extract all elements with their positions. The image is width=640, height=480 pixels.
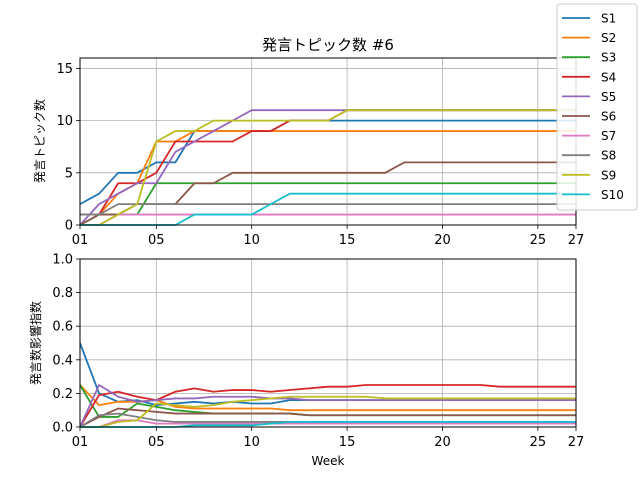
legend-label-s10: S10 [601,188,624,202]
influence-index-chart: 01 05 10 15 20 25 27 0.0 0.2 0.4 0.6 0.8 1.0 Week 発… [28,253,584,469]
top-chart-title: 発言トピック数 #6 [262,36,394,54]
bottom-y-tick-label: 0.4 [52,353,73,368]
bottom-series-lines [79,342,576,428]
bottom-series-line-s2 [79,384,576,412]
bottom-series-line-s7 [80,419,576,428]
legend-label-s8: S8 [601,149,616,163]
top-y-axis-title: 発言トピック数 [32,99,47,183]
legend-label-s4: S4 [601,70,616,84]
bottom-x-tick-label: 01 [72,435,89,450]
legend: S1 S2 S3 S4 S5 S6 S7 S8 S9 S10 [556,3,638,211]
bottom-x-tick-label: 05 [148,435,165,450]
top-series-line-s9 [80,109,576,226]
top-y-ticks: 0 5 10 15 [56,62,80,234]
top-y-tick-label: 15 [56,62,73,77]
bottom-x-tick-label: 15 [339,435,356,450]
top-x-tick-label: 25 [530,233,547,248]
top-series-line-s7 [80,213,576,226]
top-series-line-s2 [80,130,576,216]
bottom-x-ticks: 01 05 10 15 20 25 27 [72,427,585,450]
top-series-line-s3 [79,182,576,226]
top-x-ticks: 01 05 10 15 20 25 27 [72,225,585,248]
top-x-tick-label: 20 [434,233,451,248]
bottom-x-tick-label: 25 [530,435,547,450]
legend-label-s9: S9 [601,168,616,182]
top-x-tick-label: 15 [339,233,356,248]
legend-label-s1: S1 [601,12,616,26]
bottom-series-line-s6 [79,407,576,428]
legend-box [556,3,638,211]
bottom-x-tick-label: 20 [434,435,451,450]
bottom-y-tick-label: 1.0 [52,253,73,268]
legend-label-s7: S7 [601,129,616,143]
bottom-series-line-s5 [79,384,576,428]
top-y-tick-label: 10 [56,114,73,129]
top-x-tick-label: 10 [243,233,260,248]
bottom-axes-frame [79,258,577,428]
bottom-y-tick-label: 0.6 [52,320,73,335]
legend-label-s5: S5 [601,90,616,104]
top-x-tick-label: 27 [568,233,585,248]
bottom-y-axis-title: 発言数影響指数 [28,301,43,385]
bottom-y-tick-label: 0.2 [52,387,73,402]
legend-label-s2: S2 [601,31,616,45]
bottom-y-tick-label: 0.8 [52,286,73,301]
bottom-x-tick-label: 10 [243,435,260,450]
bottom-series-line-s4 [79,384,576,428]
bottom-x-tick-label: 27 [568,435,585,450]
top-y-tick-label: 0 [65,219,73,234]
top-x-tick-label: 05 [148,233,165,248]
bottom-series-line-s9 [80,395,576,428]
legend-label-s3: S3 [601,51,616,65]
top-y-tick-label: 5 [65,166,73,181]
bottom-x-axis-title: Week [312,454,345,468]
legend-label-s6: S6 [601,110,616,124]
top-series-line-s8 [80,203,576,216]
top-x-tick-label: 01 [72,233,89,248]
bottom-y-ticks: 0.0 0.2 0.4 0.6 0.8 1.0 [52,253,80,436]
bottom-y-tick-label: 0.0 [52,421,73,436]
